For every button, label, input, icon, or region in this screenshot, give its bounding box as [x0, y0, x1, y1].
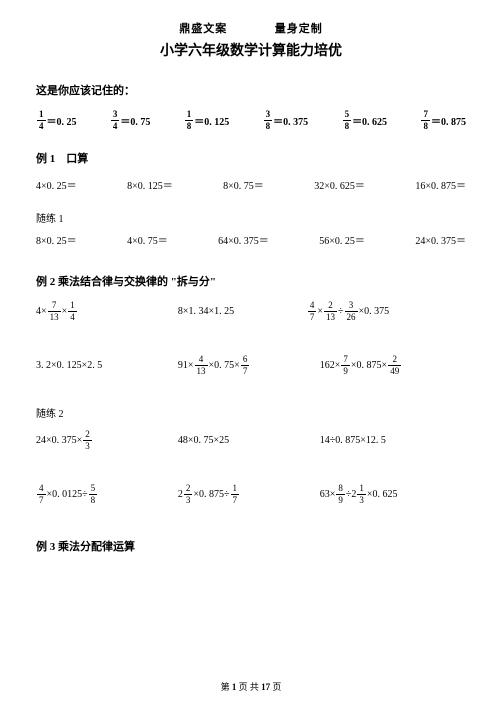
ex2-row3: 24×0. 375×23 48×0. 75×25 14÷0. 875×12. 5 — [36, 426, 466, 454]
brand-header: 鼎盛文案 量身定制 — [36, 20, 466, 36]
practice2-label: 随练 2 — [36, 405, 466, 420]
ex2-row4: 47×0. 0125÷58 223×0. 875÷17 63×89÷213×0.… — [36, 480, 466, 508]
ex2-row2: 3. 2×0. 125×2. 5 91×413×0. 75×67 162×79×… — [36, 351, 466, 379]
brand-left: 鼎盛文案 — [179, 23, 227, 35]
ex1-row1: 4×0. 25＝8×0. 125＝8×0. 75＝32×0. 625＝16×0.… — [36, 174, 466, 194]
memorize-row: 14＝0. 25 34＝0. 75 18＝0. 125 38＝0. 375 58… — [36, 106, 466, 134]
brand-right: 量身定制 — [275, 23, 323, 35]
page-footer: 第 1 页 共 17 页 — [0, 680, 502, 693]
ex2-row1: 4×713×14 8×1. 34×1. 25 47×213÷326×0. 375 — [36, 297, 466, 325]
ex1-heading: 例 1 口算 — [36, 150, 466, 166]
ex2-heading: 例 2 乘法结合律与交换律的 "拆与分" — [36, 273, 466, 289]
page-title: 小学六年级数学计算能力培优 — [36, 40, 466, 60]
ex1-row2: 8×0. 25＝4×0. 75＝64×0. 375＝56×0. 25＝24×0.… — [36, 229, 466, 249]
memorize-heading: 这是你应该记住的： — [36, 82, 466, 98]
practice1-label: 随练 1 — [36, 210, 466, 225]
ex3-heading: 例 3 乘法分配律运算 — [36, 538, 466, 554]
